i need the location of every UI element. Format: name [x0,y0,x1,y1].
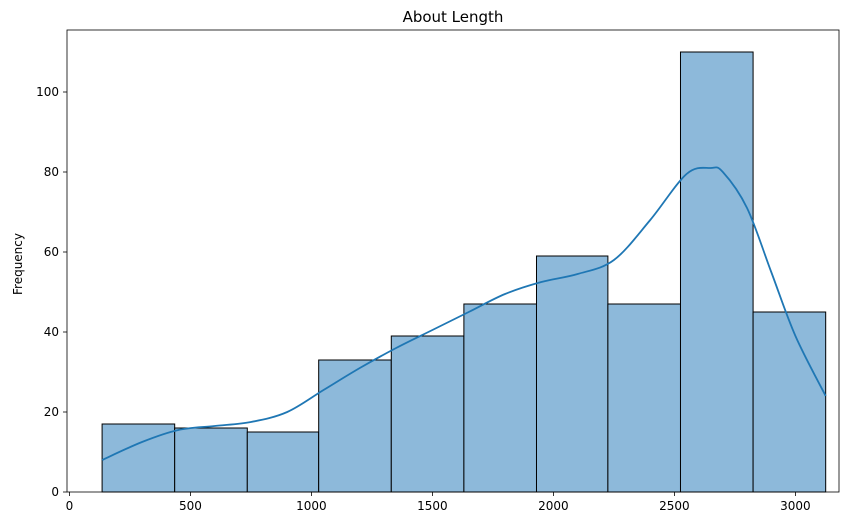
y-tick-label: 80 [44,165,59,179]
histogram-bar-9 [679,51,754,493]
bars-layer [101,51,827,493]
histogram-bar-10 [752,311,827,493]
histogram-bar-8 [607,303,681,493]
x-tick-label: 2000 [538,499,569,513]
x-tick-label: 1500 [417,499,448,513]
y-tick-label: 40 [44,325,59,339]
histogram-bar-3 [246,431,320,493]
histogram-bar-5 [390,335,465,493]
y-axis-label: Frequency [11,233,25,295]
x-tick-label: 3000 [780,499,811,513]
x-tick-label: 1000 [296,499,327,513]
x-tick-label: 500 [179,499,202,513]
kde-layer [101,166,827,461]
histogram-bar-4 [318,359,392,493]
histogram-bar-6 [463,303,537,493]
plot-frame [66,29,840,493]
x-tick-label: 2500 [659,499,690,513]
x-axis: 0 500 1000 1500 2000 2500 3000 [66,492,811,513]
histogram-bar-2 [174,427,248,493]
y-tick-label: 60 [44,245,59,259]
y-tick-label: 100 [36,85,59,99]
kde-curve [101,166,827,461]
histogram-bar-7 [535,255,609,493]
y-tick-label: 0 [51,485,59,499]
y-tick-label: 20 [44,405,59,419]
x-tick-label: 0 [66,499,74,513]
y-axis: 0 20 40 60 80 100 [36,85,67,499]
chart-title: About Length [403,8,504,26]
